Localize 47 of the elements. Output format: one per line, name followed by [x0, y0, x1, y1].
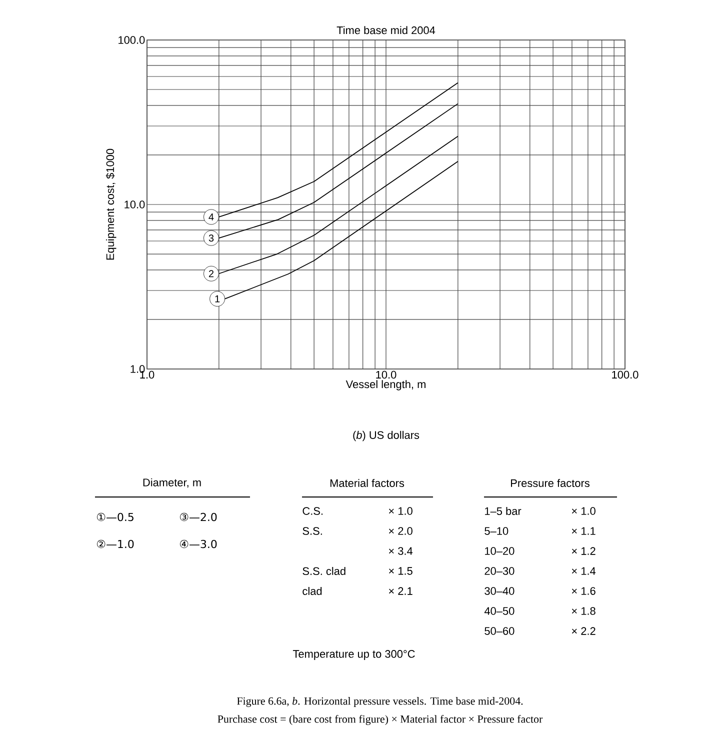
x-tick-label: 1.0: [140, 370, 154, 379]
y-tick-label: 100.0: [118, 36, 145, 44]
x-tick-label: 100.0: [612, 370, 638, 379]
text: × 1.4: [572, 567, 596, 575]
y-tick-label: 10.0: [124, 200, 145, 208]
series-label: 1: [215, 295, 220, 302]
text: ①—0.5: [97, 512, 134, 522]
text: × 1.1: [572, 527, 596, 535]
series-label: 4: [208, 214, 214, 220]
series-label: 2: [208, 270, 214, 278]
text: Diameter, m: [143, 478, 201, 488]
y-tick-label: 1.0: [130, 365, 145, 373]
text: 40–50: [484, 607, 514, 615]
text: × 1.5: [388, 567, 412, 575]
text: S.S.: [302, 527, 322, 535]
text: ③—2.0: [180, 512, 217, 522]
text: ④—3.0: [180, 540, 217, 548]
text: × 1.6: [572, 587, 596, 595]
text: Temperature up to 300°C: [292, 650, 415, 660]
text: 50–60: [484, 627, 514, 635]
text: 20–30: [484, 567, 514, 575]
text: clad: [302, 586, 322, 596]
text: × 1.0: [572, 507, 596, 515]
text: 10–20: [485, 547, 514, 555]
legend-label: 3: [208, 234, 214, 242]
text: × 1.8: [572, 607, 596, 615]
text: S.S. clad: [302, 566, 346, 576]
chart-title: Time base mid 2004: [336, 26, 436, 34]
text: Pressure factors: [511, 478, 590, 488]
caption: Figure 6.6a, b. Horizontal pressure vessels. Time base mid-2004.: [237, 697, 523, 707]
text: C.S.: [302, 507, 323, 515]
text: × 1.0: [388, 507, 412, 515]
text: × 1.2: [572, 547, 596, 555]
text: Material factors: [330, 478, 404, 488]
text: 5–10: [484, 527, 508, 535]
text: × 2.2: [572, 627, 596, 635]
text: (b) US dollars: [353, 430, 420, 442]
text: × 2.1: [388, 587, 412, 595]
x-axis-title: Vessel length, m: [346, 380, 426, 390]
text: × 3.4: [388, 547, 413, 555]
text: ②—1.0: [97, 540, 134, 548]
x-tick-label: 10.0: [376, 370, 396, 379]
text: 1–5 bar: [485, 506, 522, 516]
text: 30–40: [484, 587, 514, 595]
text: × 2.0: [388, 527, 412, 535]
y-axis-title: Equipment cost, $1000: [106, 148, 116, 260]
text: Purchase cost = (bare cost from figure) × Material factor × Pressure factor: [218, 714, 543, 726]
